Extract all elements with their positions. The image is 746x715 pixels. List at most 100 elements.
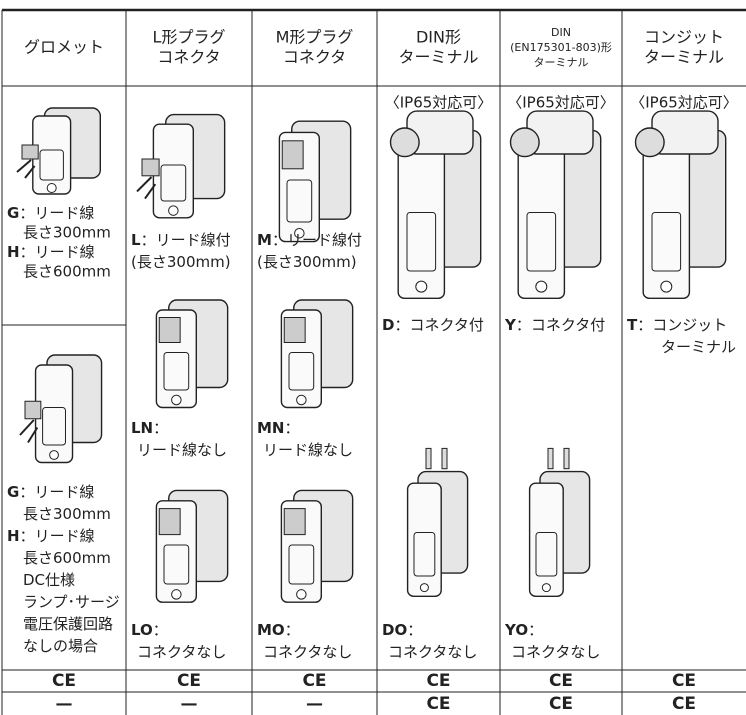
ip-note: 〈IP65対応可〉 (385, 94, 493, 112)
connector (24, 400, 42, 420)
label-text: コネクタなし (263, 643, 352, 661)
model-code: H (7, 243, 20, 261)
label-text: DC仕様 (23, 571, 75, 589)
label-text: ：コンジット (637, 316, 727, 334)
spec-label: コネクタなし (137, 643, 226, 661)
column-header: コネクタ (157, 48, 220, 67)
valve-port (168, 205, 179, 216)
valve-window (526, 212, 557, 272)
label-text: 長さ600mm (23, 549, 111, 567)
spec-label: 長さ600mm (23, 549, 111, 567)
label-text: ： (284, 419, 299, 437)
spec-label: Y：コネクタ付 (504, 316, 605, 334)
valve-illustration (16, 107, 101, 195)
model-code: G (7, 204, 19, 222)
spec-label: コネクタなし (263, 643, 352, 661)
connector (141, 158, 160, 177)
valve-face (406, 482, 442, 598)
spec-label: LO： (131, 621, 168, 639)
lead-wire (16, 159, 32, 173)
ce-mark: CE (426, 694, 450, 714)
spec-label: ランプ･サージ (23, 593, 120, 611)
valve-port (419, 583, 429, 593)
valve-port (294, 227, 305, 239)
label-text: 長さ300mm (23, 223, 111, 241)
ip-note: 〈IP65対応可〉 (507, 94, 615, 112)
spec-label: G：リード線 (7, 204, 94, 222)
spec-label: リード線なし (137, 441, 227, 459)
valve-port (415, 280, 428, 293)
column-header: L形プラグ (153, 28, 226, 47)
valve-port (171, 394, 182, 406)
valve-illustration (278, 120, 352, 243)
label-text: (長さ300mm) (131, 253, 231, 271)
spec-label: DO： (382, 621, 422, 639)
valve-window (160, 164, 187, 202)
table-grid (1, 8, 746, 715)
connector (21, 144, 39, 160)
model-code: LO (131, 621, 153, 639)
model-code: D (382, 316, 394, 334)
label-text: ： (407, 621, 422, 639)
label-text: なしの場合 (23, 637, 98, 655)
valve-illustration (528, 447, 591, 598)
ce-mark: CE (52, 671, 76, 691)
lead-wire (27, 426, 39, 444)
valve-port (49, 450, 59, 460)
pin (563, 447, 570, 470)
label-text: ： (153, 419, 168, 437)
label-text: ：リード線 (19, 204, 94, 222)
valve-illustration (155, 299, 229, 409)
ce-mark: CE (549, 671, 573, 691)
lead-wire (19, 419, 35, 436)
connector (158, 508, 181, 536)
valve-face (517, 145, 566, 300)
model-code: L (131, 231, 141, 249)
ce-mark: CE (672, 694, 696, 714)
spec-label: ターミナル (661, 338, 736, 356)
valve-illustration (634, 110, 727, 300)
connector (281, 140, 304, 170)
connector (283, 508, 306, 536)
model-code: MO (257, 621, 285, 639)
spec-label: M：リード線付 (257, 231, 362, 249)
label-text: ランプ･サージ (23, 593, 120, 611)
pin (425, 447, 432, 470)
label-text: ：リード線 (20, 527, 95, 545)
spec-label: DC仕様 (23, 571, 75, 589)
valve-window (288, 544, 315, 585)
label-text: ： (285, 621, 300, 639)
spec-label: コネクタなし (388, 643, 477, 661)
spec-label: 長さ600mm (23, 262, 111, 280)
ce-mark: CE (426, 671, 450, 691)
label-text: ：リード線付 (272, 231, 362, 249)
label-text: ：コネクタ付 (394, 316, 483, 334)
model-code: G (7, 483, 19, 501)
model-code: DO (382, 621, 407, 639)
column-header: ターミナル (644, 48, 724, 67)
label-text: ： (528, 621, 543, 639)
label-text: コネクタなし (388, 643, 477, 661)
spec-label: T：コンジット (627, 316, 727, 334)
lead-wire (24, 165, 36, 179)
label-text: 電圧保護回路 (23, 615, 113, 633)
spec-label: なしの場合 (23, 637, 98, 655)
spec-label: YO： (504, 621, 543, 639)
column-header: グロメット (24, 38, 104, 57)
spec-label: LN： (131, 419, 168, 437)
column-header: DIN形 (416, 28, 461, 47)
valve-port (46, 183, 57, 193)
spec-label: リード線なし (263, 441, 353, 459)
model-code: LN (131, 419, 153, 437)
column-header: DIN (551, 26, 571, 39)
valve-illustration (280, 299, 354, 409)
ce-mark: CE (177, 671, 201, 691)
cable-gland (509, 127, 540, 158)
pin (441, 447, 448, 470)
model-code: M (257, 231, 272, 249)
valve-window (535, 532, 558, 577)
model-code: YO (504, 621, 528, 639)
valve-port (296, 394, 307, 406)
spec-label: コネクタなし (511, 643, 600, 661)
